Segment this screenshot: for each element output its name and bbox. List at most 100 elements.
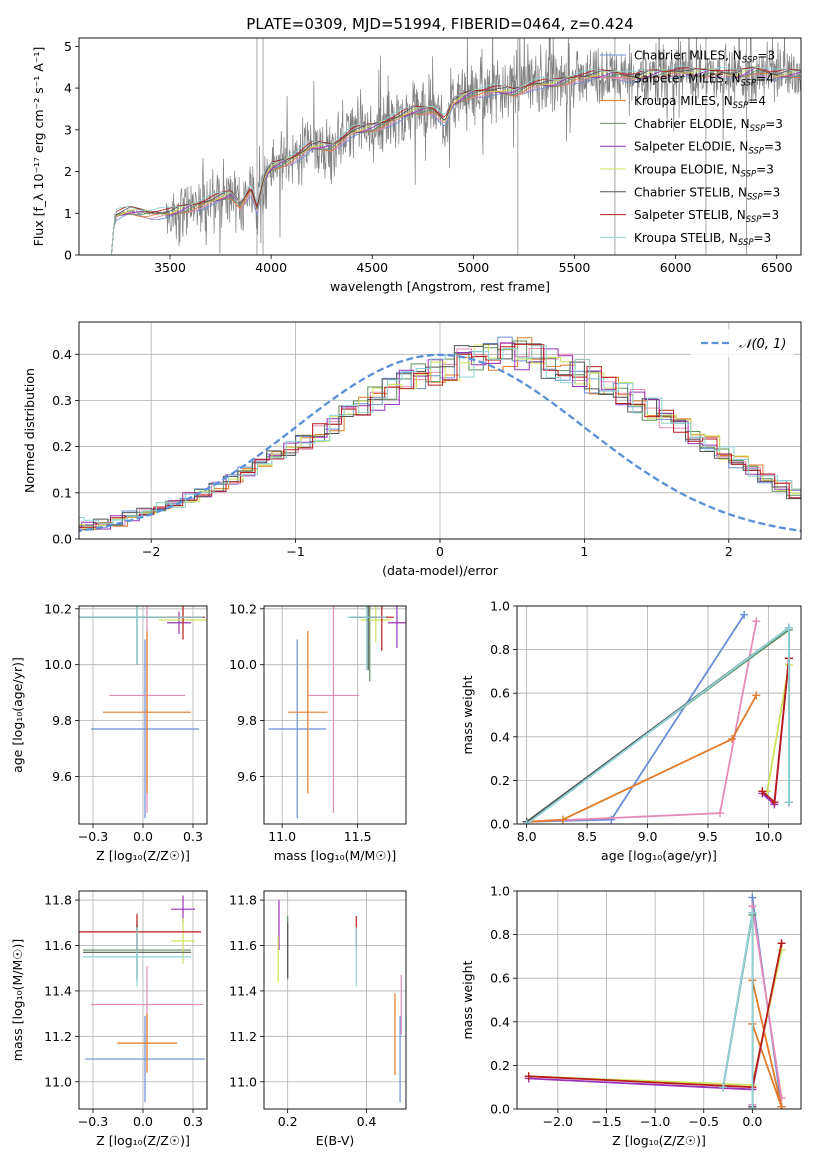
x-tick-label: 6500 bbox=[761, 260, 793, 275]
y-axis-label: Flux [f_λ 10⁻¹⁷ erg cm⁻² s⁻¹ A⁻¹] bbox=[31, 47, 46, 247]
weight-marker bbox=[748, 893, 757, 902]
residual-histogram bbox=[79, 343, 801, 528]
legend-nssp: 3 bbox=[771, 208, 779, 222]
weight-marker bbox=[716, 809, 725, 818]
residual-histogram bbox=[79, 336, 801, 528]
y-tick-label: 0.0 bbox=[490, 817, 510, 832]
y-tick-label: 0.3 bbox=[52, 393, 72, 408]
x-tick-label: 4000 bbox=[255, 260, 287, 275]
y-axis-label: mass weight bbox=[460, 960, 475, 1039]
x-tick-label: 0.0 bbox=[742, 1114, 762, 1129]
y-tick-label: 3 bbox=[64, 122, 72, 137]
x-tick-label: 9.5 bbox=[698, 829, 718, 844]
errorbar-point bbox=[167, 611, 191, 634]
weight-marker bbox=[758, 787, 767, 796]
residual-histogram bbox=[79, 345, 801, 524]
grid bbox=[264, 606, 406, 824]
panel-weight-vs-Z: −2.0 −1.5 −1.0 −0.5 0.0 0.0 0.2 0.4 0.6 0.8 1.0 Z [… bbox=[460, 884, 802, 1148]
y-tick-label: 0.0 bbox=[490, 1102, 510, 1117]
y-tick-label: 9.8 bbox=[237, 713, 257, 728]
weight-marker bbox=[748, 908, 757, 917]
panel-mass-vs-Z: −0.3 0.0 0.3 11.0 11.2 11.4 11.6 11.8 Z [log₁₀(Z… bbox=[10, 890, 208, 1148]
legend: 𝒩(0, 1) bbox=[690, 329, 794, 357]
y-axis-label: mass [log₁₀(M/M☉)] bbox=[10, 939, 25, 1061]
x-tick-label: 5500 bbox=[559, 260, 591, 275]
y-tick-label: 0.2 bbox=[490, 1058, 510, 1073]
legend-nssp: 3 bbox=[766, 163, 774, 177]
weight-series bbox=[758, 654, 793, 807]
x-tick-label: 6000 bbox=[660, 260, 692, 275]
grid bbox=[264, 891, 406, 1109]
y-tick-label: 9.6 bbox=[237, 769, 257, 784]
legend-label: Salpeter MILES, NSSP=4 bbox=[634, 71, 774, 88]
plot-area bbox=[79, 336, 801, 533]
axes-frame bbox=[78, 890, 208, 1110]
x-axis-label: E(B-V) bbox=[316, 1133, 355, 1148]
y-tick-label: 11.2 bbox=[229, 1029, 257, 1044]
x-tick-label: 0.4 bbox=[357, 1114, 377, 1129]
panel-spectrum: 3500 4000 4500 5000 5500 6000 6500012345wavele… bbox=[31, 37, 802, 294]
y-tick-label: 0.6 bbox=[490, 971, 510, 986]
legend-nssp: 3 bbox=[775, 117, 783, 131]
legend-label: Chabrier MILES, NSSP=3 bbox=[634, 49, 775, 66]
legend-nssp: 3 bbox=[774, 140, 782, 154]
weight-marker bbox=[558, 815, 567, 824]
x-tick-label: −0.3 bbox=[78, 829, 108, 844]
x-tick-label: 0.3 bbox=[183, 829, 203, 844]
x-axis-label: (data-model)/error bbox=[382, 563, 499, 578]
y-tick-label: 11.2 bbox=[44, 1029, 72, 1044]
panel-mass-vs-ebv: 0.2 0.4 11.0 11.2 11.4 11.6 11.8 E(B-V) bbox=[229, 890, 407, 1148]
y-tick-label: 0 bbox=[64, 248, 72, 263]
y-tick-label: 0.1 bbox=[52, 485, 72, 500]
x-tick-label: −1.5 bbox=[591, 1114, 621, 1129]
x-axis-label: Z [log₁₀(Z/Z☉)] bbox=[612, 1133, 706, 1148]
grid bbox=[79, 891, 207, 1109]
errorbar-point bbox=[268, 639, 326, 819]
legend-model-name: Chabrier ELODIE bbox=[634, 117, 733, 131]
weight-series bbox=[522, 691, 761, 824]
weight-line bbox=[526, 626, 790, 824]
legend-label: Kroupa MILES, NSSP=4 bbox=[634, 94, 766, 111]
x-axis-label: mass [log₁₀(M/M☉)] bbox=[274, 848, 396, 863]
y-tick-label: 11.8 bbox=[44, 893, 72, 908]
x-tick-label: −0.5 bbox=[689, 1114, 719, 1129]
weight-line bbox=[526, 614, 745, 823]
x-axis-label: wavelength [Angstrom, rest frame] bbox=[330, 279, 550, 294]
grid bbox=[79, 606, 207, 824]
x-tick-label: 1 bbox=[580, 544, 588, 559]
plot-area bbox=[79, 895, 205, 1103]
x-tick-label: 4500 bbox=[356, 260, 388, 275]
y-tick-label: 9.6 bbox=[52, 769, 72, 784]
y-tick-label: 0.4 bbox=[490, 1014, 510, 1029]
plot-area bbox=[522, 610, 793, 824]
y-axis-label: age [log₁₀(age/yr)] bbox=[10, 657, 25, 773]
y-tick-label: 0.2 bbox=[490, 773, 510, 788]
y-tick-label: 11.4 bbox=[229, 983, 257, 998]
x-tick-label: 9.0 bbox=[638, 829, 658, 844]
weight-line bbox=[722, 912, 754, 1109]
x-tick-label: 10.0 bbox=[754, 829, 782, 844]
model-spectrum bbox=[111, 67, 801, 255]
x-tick-label: 0 bbox=[436, 544, 444, 559]
axes-frame bbox=[263, 605, 407, 825]
axes-frame bbox=[78, 321, 802, 540]
legend-label: Kroupa ELODIE, NSSP=3 bbox=[634, 163, 774, 180]
legend-nssp: 3 bbox=[773, 185, 781, 199]
weight-marker bbox=[719, 1083, 728, 1092]
legend-nssp: 3 bbox=[764, 231, 772, 245]
weight-marker bbox=[728, 734, 737, 743]
y-axis-label: mass weight bbox=[460, 675, 475, 754]
y-tick-label: 0.4 bbox=[490, 729, 510, 744]
y-tick-label: 1.0 bbox=[490, 884, 510, 899]
y-tick-label: 2 bbox=[64, 164, 72, 179]
grid bbox=[517, 890, 801, 1110]
panel-age-vs-Z: −0.3 0.0 0.3 9.6 9.8 10.0 10.2 Z [log₁₀(Z/Z☉)] a… bbox=[10, 601, 208, 863]
y-tick-label: 0.0 bbox=[52, 532, 72, 547]
y-tick-label: 0.6 bbox=[490, 686, 510, 701]
panel-age-vs-mass: 11.0 11.5 9.6 9.8 10.0 10.2 mass [log₁₀(M/M☉)] bbox=[229, 601, 407, 863]
legend-label: Kroupa STELIB, NSSP=3 bbox=[634, 231, 771, 248]
gaussian-curve bbox=[79, 353, 801, 533]
legend-model-name: Kroupa MILES bbox=[634, 94, 716, 108]
legend-label: 𝒩(0, 1) bbox=[739, 337, 786, 352]
errorbar-point bbox=[103, 631, 191, 794]
